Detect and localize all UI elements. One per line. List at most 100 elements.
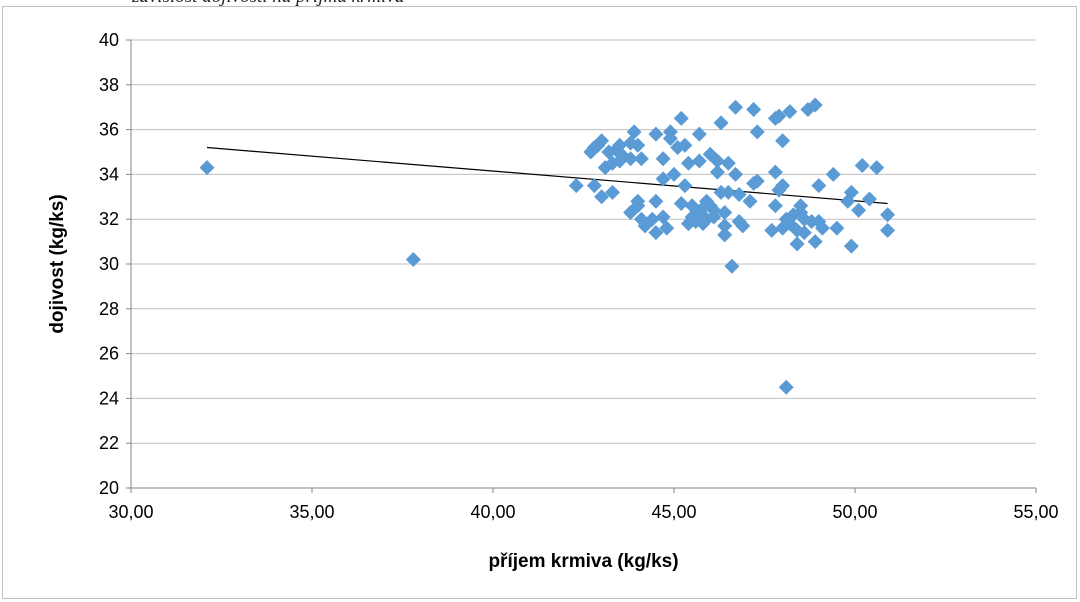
y-tick-label: 40 bbox=[99, 30, 119, 50]
data-point bbox=[775, 133, 791, 149]
data-points bbox=[199, 97, 896, 395]
y-axis-title: dojivost (kg/ks) bbox=[47, 194, 68, 333]
y-tick-label: 36 bbox=[99, 120, 119, 140]
data-point bbox=[880, 207, 896, 223]
tick-labels: 20 22 24 26 28 30 32 34 36 38 40 30,00 35,00 40,00 45,… bbox=[99, 30, 1059, 522]
data-point bbox=[851, 202, 867, 218]
data-point bbox=[861, 191, 877, 207]
data-point bbox=[604, 184, 620, 200]
data-point bbox=[709, 153, 725, 169]
trendline bbox=[206, 146, 888, 205]
data-point bbox=[764, 222, 780, 238]
data-point bbox=[724, 258, 740, 274]
data-point bbox=[854, 157, 870, 173]
data-point bbox=[630, 193, 646, 209]
data-point bbox=[199, 160, 215, 176]
data-point bbox=[648, 126, 664, 142]
data-point bbox=[644, 211, 660, 227]
data-point bbox=[767, 198, 783, 214]
data-point bbox=[807, 234, 823, 250]
data-point bbox=[746, 101, 762, 117]
data-point bbox=[655, 171, 671, 187]
data-point bbox=[623, 151, 639, 167]
data-point bbox=[612, 137, 628, 153]
data-point bbox=[749, 173, 765, 189]
data-point bbox=[829, 220, 845, 236]
data-point bbox=[662, 131, 678, 147]
data-point bbox=[680, 155, 696, 171]
data-point bbox=[742, 193, 758, 209]
data-point bbox=[630, 137, 646, 153]
x-tick-label: 50,00 bbox=[832, 502, 877, 522]
data-point bbox=[720, 184, 736, 200]
data-point bbox=[677, 178, 693, 194]
data-point bbox=[843, 184, 859, 200]
y-tick-label: 26 bbox=[99, 344, 119, 364]
data-point bbox=[782, 104, 798, 120]
x-tick-label: 55,00 bbox=[1013, 502, 1058, 522]
axes bbox=[126, 39, 1037, 493]
data-point bbox=[775, 178, 791, 194]
y-tick-label: 30 bbox=[99, 254, 119, 274]
data-point bbox=[869, 160, 885, 176]
data-point bbox=[728, 99, 744, 115]
caption-text-cropped: závislost dojivosti na příjmu krmiva bbox=[0, 0, 1080, 18]
y-tick-label: 20 bbox=[99, 478, 119, 498]
data-point bbox=[659, 220, 675, 236]
x-tick-label: 45,00 bbox=[651, 502, 696, 522]
data-point bbox=[594, 133, 610, 149]
data-point bbox=[655, 209, 671, 225]
data-point bbox=[655, 151, 671, 167]
data-point bbox=[749, 124, 765, 140]
data-point bbox=[691, 126, 707, 142]
chart-area: 20 22 24 26 28 30 32 34 36 38 40 30,00 35,00 40,00 45,… bbox=[2, 6, 1077, 599]
data-point bbox=[717, 204, 733, 220]
data-point bbox=[796, 225, 812, 241]
data-point bbox=[594, 189, 610, 205]
data-point bbox=[405, 252, 421, 268]
x-tick-label: 35,00 bbox=[289, 502, 334, 522]
caption-text: závislost dojivosti na příjmu krmiva bbox=[132, 0, 404, 8]
data-point bbox=[771, 108, 787, 124]
y-tick-label: 22 bbox=[99, 433, 119, 453]
data-point bbox=[673, 196, 689, 212]
y-tick-label: 38 bbox=[99, 75, 119, 95]
data-point bbox=[586, 178, 602, 194]
data-point bbox=[666, 166, 682, 182]
data-point bbox=[814, 220, 830, 236]
data-point bbox=[713, 115, 729, 131]
data-point bbox=[807, 97, 823, 113]
y-tick-label: 32 bbox=[99, 209, 119, 229]
data-point bbox=[811, 178, 827, 194]
data-point bbox=[789, 236, 805, 252]
data-point bbox=[720, 155, 736, 171]
data-point bbox=[633, 151, 649, 167]
trendline-segment bbox=[206, 146, 888, 205]
y-tick-label: 24 bbox=[99, 388, 119, 408]
data-point bbox=[677, 137, 693, 153]
data-point bbox=[717, 218, 733, 234]
data-point bbox=[778, 379, 794, 395]
data-point bbox=[767, 164, 783, 180]
data-point bbox=[673, 110, 689, 126]
data-point bbox=[709, 164, 725, 180]
data-point bbox=[825, 166, 841, 182]
data-point bbox=[880, 222, 896, 238]
data-point bbox=[735, 218, 751, 234]
y-tick-label: 28 bbox=[99, 299, 119, 319]
data-point bbox=[728, 166, 744, 182]
data-point bbox=[626, 124, 642, 140]
x-axis-title: příjem krmiva (kg/ks) bbox=[488, 551, 678, 572]
data-point bbox=[648, 193, 664, 209]
data-point bbox=[568, 178, 584, 194]
scatter-chart: 20 22 24 26 28 30 32 34 36 38 40 30,00 35,00 40,00 45,… bbox=[47, 30, 1059, 572]
data-point bbox=[648, 225, 664, 241]
data-point bbox=[717, 227, 733, 243]
x-tick-label: 30,00 bbox=[108, 502, 153, 522]
data-point bbox=[843, 238, 859, 254]
x-tick-label: 40,00 bbox=[470, 502, 515, 522]
gridlines bbox=[131, 39, 1036, 489]
y-tick-label: 34 bbox=[99, 164, 119, 184]
data-point bbox=[731, 187, 747, 203]
data-point bbox=[691, 153, 707, 169]
